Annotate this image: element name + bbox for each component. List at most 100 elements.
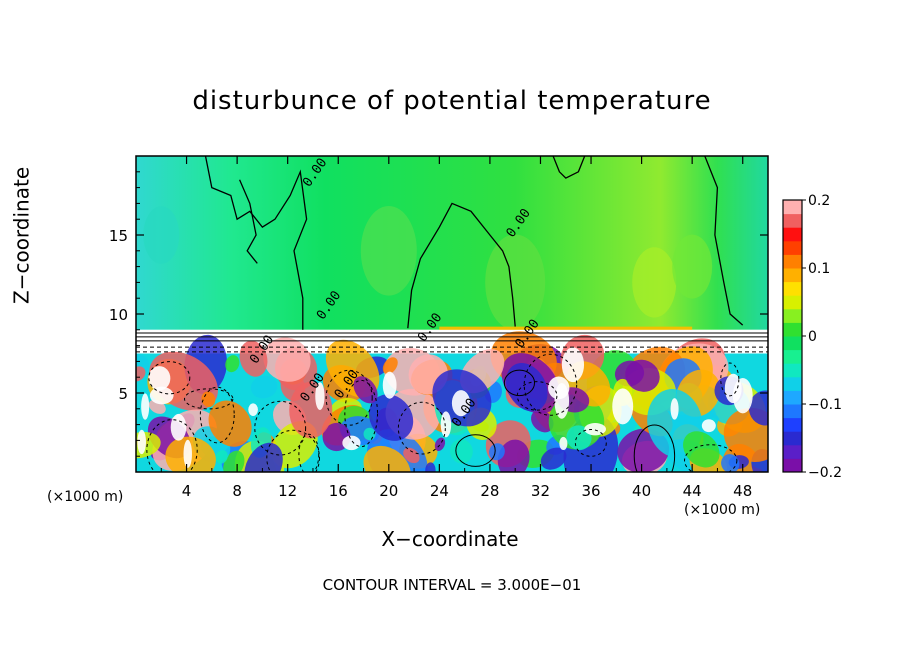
swirl-contour: [298, 433, 320, 472]
y-tick-label: 5: [118, 385, 128, 403]
x-tick-label: 40: [632, 482, 651, 500]
eddy-core: [342, 435, 361, 451]
colorbar-swatch: [783, 322, 802, 337]
eddy: [721, 454, 740, 472]
upper-blob: [485, 234, 546, 331]
x-tick-label: 48: [733, 482, 752, 500]
contour-line: [704, 156, 744, 326]
eddy-core: [148, 366, 171, 391]
swirl-contour: [516, 381, 558, 411]
eddy: [683, 431, 720, 468]
colorbar-swatch: [783, 404, 802, 419]
eddy: [215, 450, 228, 464]
eddy-core: [137, 429, 146, 455]
x-tick-label: 28: [480, 482, 499, 500]
swirl-contour: [344, 379, 379, 448]
eddy: [239, 340, 268, 377]
eddy: [403, 447, 420, 464]
swirl-contour: [146, 419, 198, 472]
x-tick-label: 32: [531, 482, 550, 500]
x-tick-label: 4: [182, 482, 192, 500]
eddy: [225, 355, 240, 373]
eddy-core: [584, 422, 606, 436]
colorbar-tick-label: 0.2: [808, 193, 830, 209]
colorbar-swatch: [783, 376, 802, 391]
contour-line: [204, 156, 308, 330]
eddy-core: [183, 439, 192, 468]
contour-interval-text: CONTOUR INTERVAL = 3.000E−01: [322, 576, 582, 594]
eddy: [368, 394, 414, 441]
colorbar-swatch: [783, 458, 802, 473]
eddy-core: [561, 347, 585, 383]
eddy: [497, 439, 530, 472]
eddy: [382, 357, 398, 375]
swirl-contour: [184, 388, 234, 410]
eddy: [489, 443, 505, 461]
colorbar-swatch: [783, 295, 802, 310]
swirl-contour: [633, 424, 676, 472]
eddy-core: [612, 388, 634, 425]
swirl-contour: [325, 369, 373, 426]
eddy: [506, 362, 548, 412]
eddy: [363, 445, 411, 472]
colorbar-swatch: [783, 268, 802, 283]
upper-blob: [672, 234, 713, 299]
eddy-core: [170, 413, 187, 441]
swirl-contour: [574, 429, 607, 457]
eddy-core: [382, 371, 397, 399]
swirl-contour: [684, 444, 738, 472]
eddy: [449, 439, 473, 464]
eddy: [425, 462, 436, 472]
eddy: [531, 409, 554, 433]
colorbar-swatch: [783, 308, 802, 323]
colorbar-swatch: [783, 254, 802, 269]
colorbar-tick-label: −0.2: [808, 465, 842, 481]
eddy-core: [141, 393, 150, 420]
colorbar-tick-label: 0: [808, 329, 817, 345]
x-axis-label: X−coordinate: [381, 527, 519, 551]
swirl-contour: [720, 362, 740, 397]
x-tick-label: 44: [683, 482, 702, 500]
interface-highlight: [439, 326, 693, 331]
eddy-core: [315, 382, 325, 411]
eddy: [540, 447, 567, 470]
upper-blob: [143, 206, 180, 264]
eddy: [250, 375, 278, 399]
contour-line: [407, 202, 516, 329]
colorbar-swatch: [783, 281, 802, 296]
upper-layer-fill: [136, 156, 768, 330]
swirl-contour: [523, 353, 578, 416]
x-tick-label: 12: [278, 482, 297, 500]
chart-title: disturbunce of potential temperature: [192, 86, 712, 116]
x-tick-label: 8: [232, 482, 242, 500]
eddy: [353, 376, 378, 404]
eddy-core: [554, 382, 570, 419]
colorbar: 0.2 0.1 0 −0.1 −0.2: [782, 193, 842, 481]
x-tick-label: 24: [430, 482, 449, 500]
eddy-core: [248, 403, 258, 417]
eddy-core: [670, 398, 679, 420]
eddy-core: [440, 411, 452, 438]
colorbar-swatch: [783, 431, 802, 446]
contour-line: [239, 179, 258, 264]
eddy: [263, 337, 311, 382]
swirl-contour: [199, 386, 235, 444]
upper-blob: [360, 206, 417, 296]
y-tick-label: 15: [109, 227, 128, 245]
eddy: [244, 442, 283, 472]
colorbar-swatch: [783, 390, 802, 405]
x-tick-label: 16: [329, 482, 348, 500]
eddy: [223, 450, 245, 472]
eddy-core: [451, 390, 471, 417]
eddy: [625, 359, 660, 392]
colorbar-tick-label: −0.1: [808, 397, 842, 413]
x-tick-label: 20: [379, 482, 398, 500]
colorbar-swatch: [783, 349, 802, 364]
swirl-contour: [503, 369, 536, 397]
eddy-core: [149, 386, 174, 405]
eddy: [748, 390, 768, 426]
swirl-contour: [397, 401, 446, 455]
colorbar-tick-label: 0.1: [808, 261, 830, 277]
colorbar-swatch: [783, 417, 802, 432]
